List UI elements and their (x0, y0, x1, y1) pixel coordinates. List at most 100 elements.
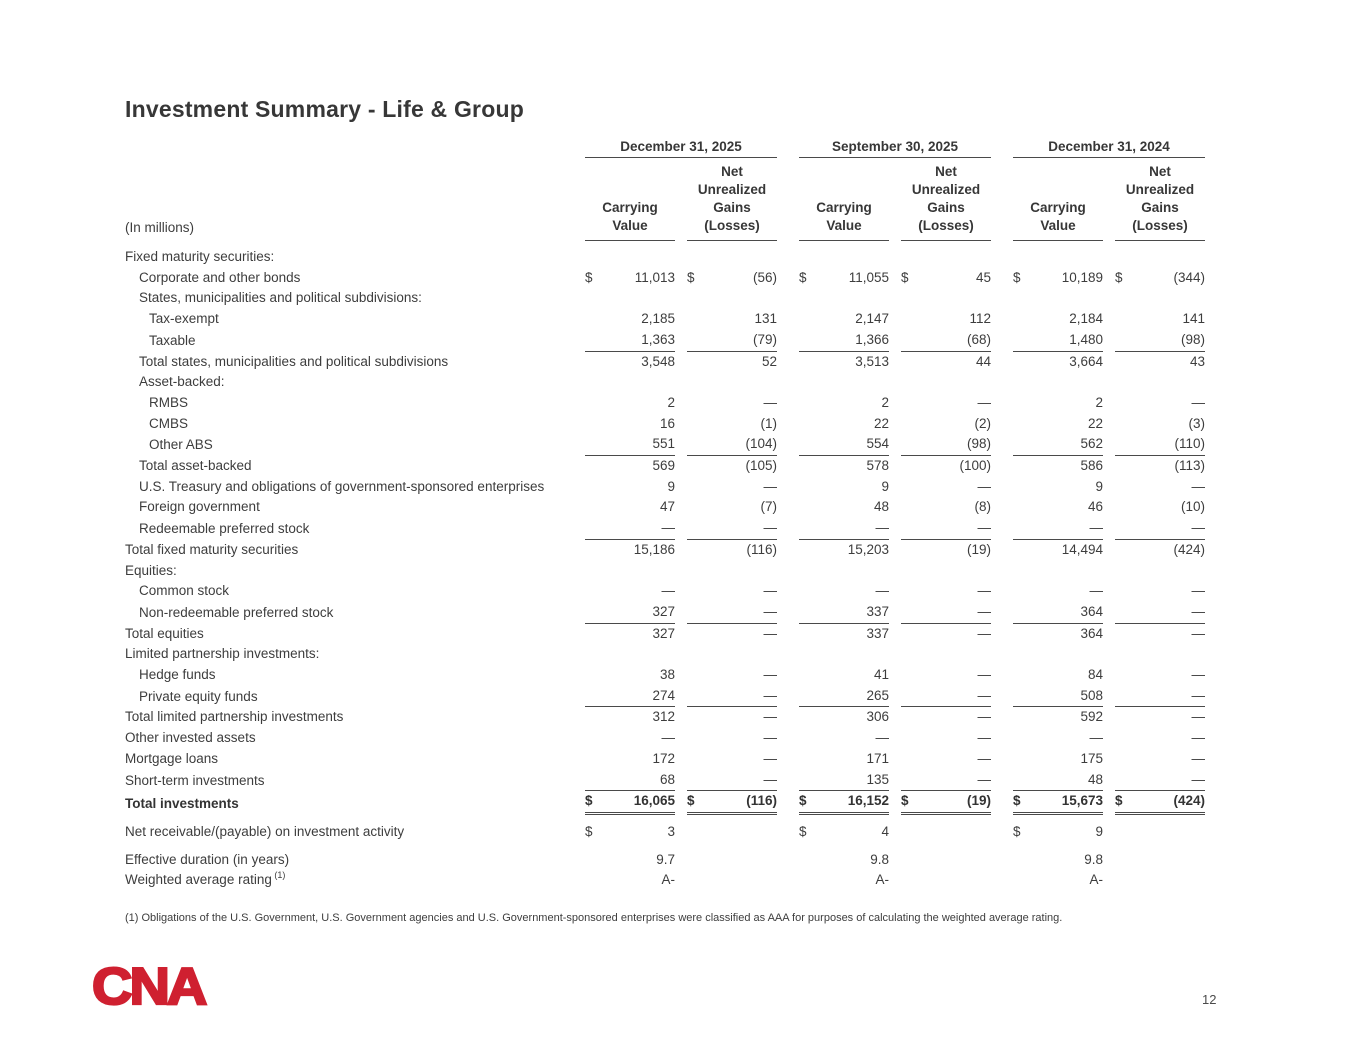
value-cell: $ (344) (1115, 268, 1205, 289)
cell-value: 578 (866, 458, 889, 474)
value-cell: — (687, 707, 778, 728)
value-cell: 141 (1115, 309, 1205, 330)
row-label: States, municipalities and political sub… (139, 290, 422, 306)
table-row: States, municipalities and political sub… (125, 288, 1205, 309)
value-cell: (8) (901, 497, 992, 518)
cell-value: 3,664 (1069, 353, 1103, 369)
value-cell: — (901, 393, 992, 414)
page-number: 12 (1202, 992, 1217, 1007)
table-row: Total investments $16,065 $ (116) $16,152 $ (1… (125, 791, 1205, 815)
table-row: Corporate and other bonds $11,013 $ (56) $11… (125, 268, 1205, 289)
cell-value: 3 (667, 823, 675, 839)
value-cell: — (687, 518, 777, 540)
cell-value: 22 (873, 415, 889, 431)
row-label: Private equity funds (139, 688, 258, 704)
value-cell: 84 (1013, 665, 1103, 686)
cell-value: (1) (760, 415, 778, 431)
value-cell: $9 (1013, 822, 1103, 843)
cell-value: — (977, 583, 992, 599)
cell-value: (3) (1188, 415, 1206, 431)
value-cell: 44 (901, 352, 991, 373)
cell-value: — (875, 520, 890, 536)
row-label: Foreign government (139, 499, 260, 515)
table-row: Effective duration (in years) 9.7 9.8 9.8 (125, 850, 1205, 871)
row-label: Total investments (125, 796, 239, 812)
cell-value: — (977, 730, 992, 746)
value-cell: — (585, 581, 676, 602)
cell-value: — (875, 583, 890, 599)
value-cell: — (1013, 518, 1103, 540)
footnote: (1) Obligations of the U.S. Government, … (125, 912, 1063, 924)
value-cell: 274 (585, 686, 675, 708)
dollar-sign: $ (901, 269, 909, 285)
value-cell: — (687, 728, 778, 749)
value-cell: (98) (901, 434, 991, 457)
cell-value: (344) (1173, 269, 1205, 285)
row-label: RMBS (149, 394, 189, 410)
cell-value: 337 (866, 625, 889, 641)
cell-value: (98) (1180, 331, 1205, 347)
cell-value: 3,548 (641, 353, 675, 369)
value-cell: (1) (687, 414, 778, 435)
value-cell: 16 (585, 414, 675, 435)
row-label: Total equities (125, 625, 204, 641)
value-cell: — (1115, 728, 1206, 749)
value-cell: 171 (799, 749, 889, 770)
table-row: Total limited partnership investments 312… (125, 707, 1205, 728)
value-cell: 2,184 (1013, 309, 1103, 330)
value-cell: 112 (901, 309, 991, 330)
cell-value: — (977, 709, 992, 725)
value-cell: 562 (1013, 434, 1103, 457)
cell-value: 265 (866, 687, 889, 703)
cell-value: — (977, 687, 992, 703)
value-cell: $16,152 (799, 791, 889, 815)
value-cell: 9.7 (585, 850, 675, 871)
dollar-sign: $ (687, 793, 695, 809)
value-cell: 2 (585, 393, 675, 414)
cell-value: 306 (866, 709, 889, 725)
cell-value: — (1191, 520, 1206, 536)
cell-value: — (1191, 583, 1206, 599)
value-cell: — (901, 707, 992, 728)
value-cell: — (1115, 770, 1205, 792)
value-cell: 38 (585, 665, 675, 686)
cell-value: 11,055 (848, 269, 889, 285)
cell-value: 131 (754, 311, 777, 327)
value-cell: 3,664 (1013, 352, 1103, 373)
value-cell: (19) (901, 540, 991, 561)
table-row: Equities: (125, 561, 1205, 582)
value-cell: 46 (1013, 497, 1103, 518)
net-unrealized-header-2: Net Unrealized Gains (Losses) (901, 163, 991, 241)
cell-value: 327 (652, 603, 675, 619)
cell-value: 68 (659, 771, 675, 787)
value-cell: 52 (687, 352, 777, 373)
table-row: Total fixed maturity securities 15,186 (11… (125, 540, 1205, 561)
in-millions-label: (In millions) (125, 220, 195, 235)
value-cell: (105) (687, 456, 777, 477)
cell-value: 43 (1189, 353, 1205, 369)
cell-value: (424) (1173, 793, 1205, 809)
value-cell: (2) (901, 414, 992, 435)
cell-value: (79) (752, 331, 777, 347)
column-group-september-2025: September 30, 2025 (799, 139, 991, 158)
table-row: Limited partnership investments: (125, 644, 1205, 665)
value-cell: — (1115, 393, 1206, 414)
value-cell: — (687, 477, 778, 498)
value-cell: — (901, 602, 991, 624)
cell-value: 3,513 (855, 353, 889, 369)
value-cell: (104) (687, 434, 777, 457)
row-label: Short-term investments (125, 772, 265, 788)
cell-value: 48 (1087, 771, 1103, 787)
cell-value: 16 (659, 415, 675, 431)
cell-value: 592 (1080, 709, 1103, 725)
value-cell: (113) (1115, 456, 1205, 477)
value-cell: 41 (799, 665, 889, 686)
cell-value: 14,494 (1061, 541, 1103, 557)
value-cell: A- (799, 870, 890, 891)
value-cell: — (1115, 624, 1206, 645)
cell-value: 47 (659, 499, 675, 515)
cell-value: 551 (652, 436, 675, 452)
table-row: Redeemable preferred stock — — — — — — (125, 518, 1205, 540)
dollar-sign: $ (1115, 269, 1123, 285)
cell-value: 337 (866, 603, 889, 619)
